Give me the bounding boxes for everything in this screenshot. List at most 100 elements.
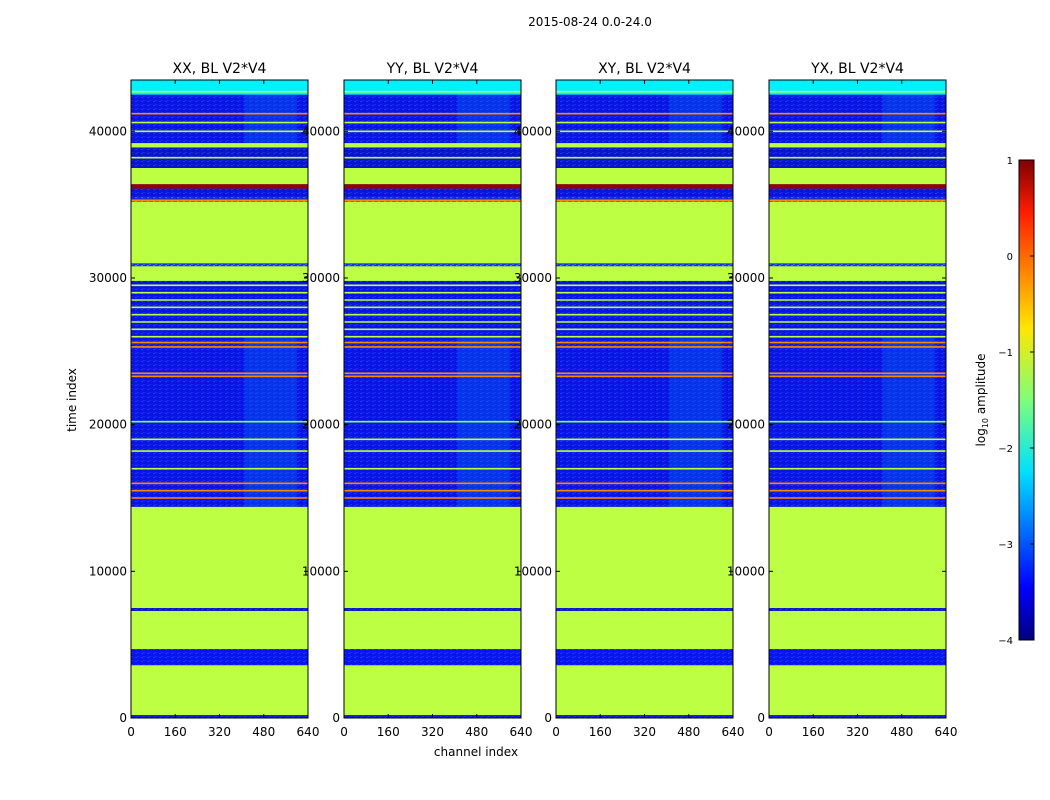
x-tick-label: 640 xyxy=(722,725,745,739)
flagged-block xyxy=(131,665,308,716)
flagged-block xyxy=(556,649,733,666)
flagged-block xyxy=(131,610,308,650)
y-tick-label: 0 xyxy=(119,711,127,725)
panel-yx: YX, BL V2*V4 0 160 320 480 640 0 10000 20000 3000… xyxy=(727,61,958,739)
y-tick-label: 30000 xyxy=(727,271,765,285)
flagged-block xyxy=(769,280,946,344)
flagged-block xyxy=(344,344,521,507)
panel-title: YY, BL V2*V4 xyxy=(386,61,479,77)
flagged-block xyxy=(769,608,946,611)
panel-title: XY, BL V2*V4 xyxy=(598,61,691,77)
y-tick-label: 40000 xyxy=(514,124,552,138)
panel-xx: XX, BL V2*V4 0 160 320 480 640 0 10000 20000 3000… xyxy=(89,61,320,739)
panel-xy: XY, BL V2*V4 0 160 320 480 640 0 10000 20000 3000… xyxy=(514,61,745,739)
flagged-block xyxy=(556,610,733,650)
flagged-block xyxy=(131,649,308,666)
y-tick-label: 10000 xyxy=(89,564,127,578)
flagged-block xyxy=(131,266,308,281)
y-tick-label: 0 xyxy=(332,711,340,725)
flagged-block xyxy=(344,201,521,264)
flagged-block xyxy=(131,168,308,185)
x-tick-label: 480 xyxy=(252,725,275,739)
flagged-block xyxy=(344,610,521,650)
flagged-block xyxy=(131,94,308,144)
x-tick-label: 640 xyxy=(935,725,958,739)
x-tick-label: 0 xyxy=(127,725,135,739)
x-tick-label: 480 xyxy=(465,725,488,739)
flagged-block xyxy=(131,608,308,611)
flagged-block xyxy=(344,94,521,144)
y-tick-label: 40000 xyxy=(89,124,127,138)
flagged-block xyxy=(769,344,946,507)
x-tick-label: 320 xyxy=(633,725,656,739)
y-tick-label: 30000 xyxy=(89,271,127,285)
y-tick-label: 40000 xyxy=(302,124,340,138)
flagged-block xyxy=(131,143,308,148)
colorbar-label-subscript: 10 xyxy=(981,418,990,428)
flagged-block xyxy=(344,143,521,148)
flagged-block xyxy=(556,168,733,185)
y-tick-label: 40000 xyxy=(727,124,765,138)
y-tick-label: 0 xyxy=(544,711,552,725)
colorbar-gradient xyxy=(1018,159,1035,641)
flagged-block xyxy=(769,143,946,148)
y-axis-label: time index xyxy=(65,368,79,432)
x-tick-label: 480 xyxy=(890,725,913,739)
y-tick-label: 20000 xyxy=(514,418,552,432)
x-tick-label: 640 xyxy=(297,725,320,739)
flagged-block xyxy=(769,168,946,185)
y-tick-label: 10000 xyxy=(727,564,765,578)
y-tick-label: 30000 xyxy=(514,271,552,285)
panel-title: YX, BL V2*V4 xyxy=(810,61,904,77)
flagged-block xyxy=(769,94,946,144)
x-tick-label: 160 xyxy=(589,725,612,739)
x-tick-label: 320 xyxy=(421,725,444,739)
x-tick-label: 0 xyxy=(340,725,348,739)
flagged-block xyxy=(556,344,733,507)
flagged-block xyxy=(344,168,521,185)
x-tick-label: 320 xyxy=(208,725,231,739)
flagged-block xyxy=(556,201,733,264)
x-tick-label: 160 xyxy=(164,725,187,739)
flagged-block xyxy=(344,280,521,344)
flagged-block xyxy=(131,184,308,189)
flagged-block xyxy=(769,184,946,189)
y-tick-label: 20000 xyxy=(89,418,127,432)
flagged-block xyxy=(556,608,733,611)
x-tick-label: 0 xyxy=(552,725,560,739)
flagged-block xyxy=(556,506,733,608)
y-tick-label: 10000 xyxy=(302,564,340,578)
flagged-block xyxy=(344,608,521,611)
flagged-block xyxy=(769,201,946,264)
flagged-block xyxy=(556,143,733,148)
x-tick-label: 480 xyxy=(677,725,700,739)
flagged-block xyxy=(344,665,521,716)
flagged-block xyxy=(344,184,521,189)
flagged-block xyxy=(769,266,946,281)
flagged-block xyxy=(769,665,946,716)
y-tick-label: 10000 xyxy=(514,564,552,578)
y-tick-label: 30000 xyxy=(302,271,340,285)
y-tick-label: 20000 xyxy=(727,418,765,432)
x-tick-label: 320 xyxy=(846,725,869,739)
colorbar-tick-label: −2 xyxy=(998,444,1013,455)
flagged-block xyxy=(131,506,308,608)
flagged-block xyxy=(344,188,521,198)
colorbar-label: log10 amplitude xyxy=(974,354,990,447)
flagged-block xyxy=(344,266,521,281)
colorbar: log10 amplitude 10−1−2−3−4 xyxy=(974,156,1035,647)
flagged-block xyxy=(344,506,521,608)
flagged-block xyxy=(131,344,308,507)
flagged-block xyxy=(556,665,733,716)
x-tick-label: 160 xyxy=(377,725,400,739)
panel-yy: YY, BL V2*V4 0 160 320 480 640 0 10000 20000 3000… xyxy=(302,61,533,739)
figure-title: 2015-08-24 0.0-24.0 xyxy=(528,15,652,29)
flagged-block xyxy=(556,266,733,281)
flagged-block xyxy=(556,188,733,198)
flagged-block xyxy=(769,188,946,198)
flagged-block xyxy=(769,610,946,650)
x-axis-label: channel index xyxy=(434,745,518,759)
panel-title: XX, BL V2*V4 xyxy=(173,61,267,77)
y-tick-label: 0 xyxy=(757,711,765,725)
